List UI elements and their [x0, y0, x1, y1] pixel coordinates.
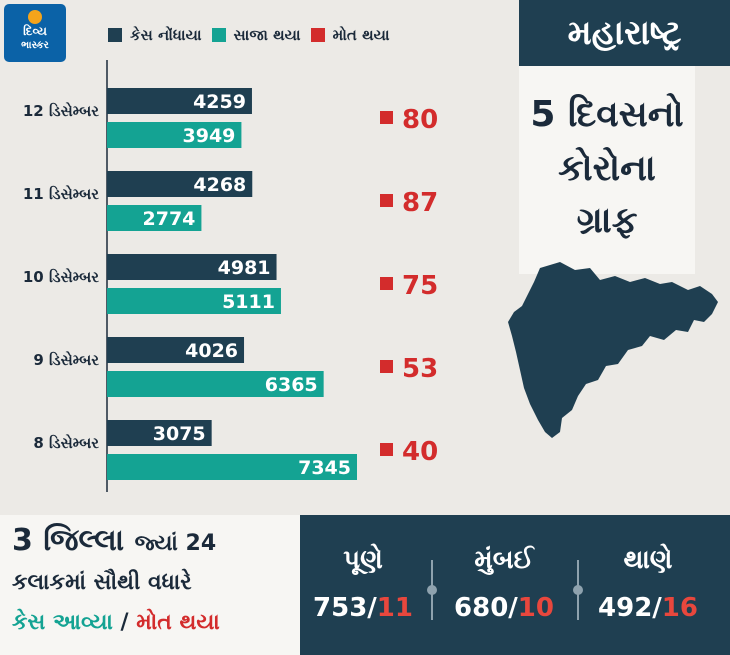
- legend-item-cases: કેસ નોંધાયા: [108, 26, 202, 44]
- bar-cases: [107, 88, 252, 114]
- death-marker: [380, 360, 393, 373]
- district-name: થાણે: [623, 545, 673, 575]
- divider-dot: [427, 585, 437, 595]
- district-stats: 753/11: [293, 593, 433, 623]
- legend-swatch-deaths: [310, 28, 325, 42]
- graph-title-line2: કોરોના: [558, 148, 656, 189]
- bar-value-label: 3075: [153, 423, 206, 445]
- districts-caption: 3 જિલ્લા જ્યાં 24 કલાકમાં સૌથી વધારે કેસ…: [0, 515, 300, 655]
- legend-swatch-cases: [108, 28, 122, 42]
- death-value-label: 53: [402, 354, 438, 384]
- bar-cases: [107, 254, 277, 280]
- district-cases: 492: [598, 593, 653, 623]
- district-cases: 753: [313, 593, 368, 623]
- district-cases: 680: [454, 593, 509, 623]
- state-title: મહારાષ્ટ્ર: [519, 0, 730, 66]
- death-marker: [380, 443, 393, 456]
- category-label: 9 ડિસેમ્બર: [33, 350, 99, 369]
- district-deaths: 11: [376, 593, 413, 623]
- divider-dot: [573, 585, 583, 595]
- logo-line1: દિવ્ય: [23, 24, 47, 38]
- district-divider: [427, 560, 437, 620]
- district-stats: 492/16: [578, 593, 718, 623]
- bar-value-label: 6365: [265, 374, 318, 396]
- legend-item-deaths: મોત થયા: [310, 26, 390, 44]
- district-separator: /: [508, 593, 518, 623]
- category-label: 11 ડિસેમ્બર: [23, 184, 99, 203]
- bar-recovered: [107, 288, 281, 314]
- chart-legend: કેસ નોંધાયા સાજા થયા મોત થયા: [108, 26, 400, 44]
- bar-value-label: 4259: [193, 91, 246, 113]
- district-stats: 680/10: [434, 593, 574, 623]
- district-separator: /: [652, 593, 662, 623]
- divya-bhaskar-logo: દિવ્ય ભાસ્કર: [4, 4, 66, 62]
- district-name: મુંબઈ: [474, 545, 534, 575]
- headline-line3: કેસ આવ્યા / મોત થયા: [12, 610, 220, 635]
- graph-title-line1: 5 દિવસનો: [530, 94, 684, 135]
- bar-value-label: 3949: [183, 125, 236, 147]
- bar-cases: [107, 420, 212, 446]
- district-deaths: 10: [517, 593, 554, 623]
- sun-icon: [28, 10, 42, 24]
- bar-value-label: 5111: [222, 291, 275, 313]
- district-separator: /: [367, 593, 377, 623]
- logo-line2: ભાસ્કર: [21, 40, 49, 51]
- bar-value-label: 4268: [193, 174, 246, 196]
- legend-label-recovered: સાજા થયા: [233, 26, 301, 44]
- district-thane: થાણે 492/16: [578, 515, 718, 655]
- label-separator: /: [120, 610, 129, 635]
- label-cases: કેસ આવ્યા: [12, 610, 113, 635]
- bar-cases: [107, 337, 245, 363]
- category-label: 12 ડિસેમ્બર: [23, 101, 99, 120]
- district-pune: પૂણે 753/11: [293, 515, 433, 655]
- bar-value-label: 4026: [185, 340, 238, 362]
- label-deaths: મોત થયા: [136, 610, 220, 635]
- bar-cases: [107, 171, 253, 197]
- bar-recovered: [107, 205, 202, 231]
- death-value-label: 75: [402, 271, 438, 301]
- districts-headline: 3 જિલ્લા જ્યાં 24: [12, 523, 216, 558]
- death-marker: [380, 111, 393, 124]
- legend-swatch-recovered: [211, 28, 226, 42]
- headline-line2: કલાકમાં સૌથી વધારે: [12, 570, 192, 595]
- graph-title-line3: ગ્રાફ: [576, 200, 638, 241]
- bar-recovered: [107, 454, 357, 480]
- legend-item-recovered: સાજા થયા: [211, 26, 301, 44]
- death-marker: [380, 194, 393, 207]
- bar-recovered: [107, 122, 242, 148]
- headline-part2: જ્યાં 24: [134, 531, 217, 556]
- category-label: 10 ડિસેમ્બર: [23, 267, 99, 286]
- bar-recovered: [107, 371, 324, 397]
- district-name: પૂણે: [343, 545, 383, 575]
- district-deaths: 16: [661, 593, 698, 623]
- district-mumbai: મુંબઈ 680/10: [434, 515, 574, 655]
- bar-chart: 12 ડિસેમ્બર 4259 3949 80 11 ડિસેમ્બર 4268 2774…: [23, 60, 438, 492]
- category-label: 8 ડિસેમ્બર: [33, 433, 99, 452]
- bar-value-label: 4981: [218, 257, 271, 279]
- state-panel: 5 દિવસનો કોરોના ગ્રાફ: [519, 66, 695, 274]
- death-value-label: 87: [402, 188, 438, 218]
- bar-value-label: 2774: [143, 208, 196, 230]
- headline-part1: 3 જિલ્લા: [12, 523, 125, 558]
- district-divider: [573, 560, 583, 620]
- legend-label-cases: કેસ નોંધાયા: [130, 26, 202, 44]
- bar-value-label: 7345: [298, 457, 351, 479]
- death-marker: [380, 277, 393, 290]
- death-value-label: 40: [402, 437, 438, 467]
- legend-label-deaths: મોત થયા: [332, 26, 390, 44]
- death-value-label: 80: [402, 105, 438, 135]
